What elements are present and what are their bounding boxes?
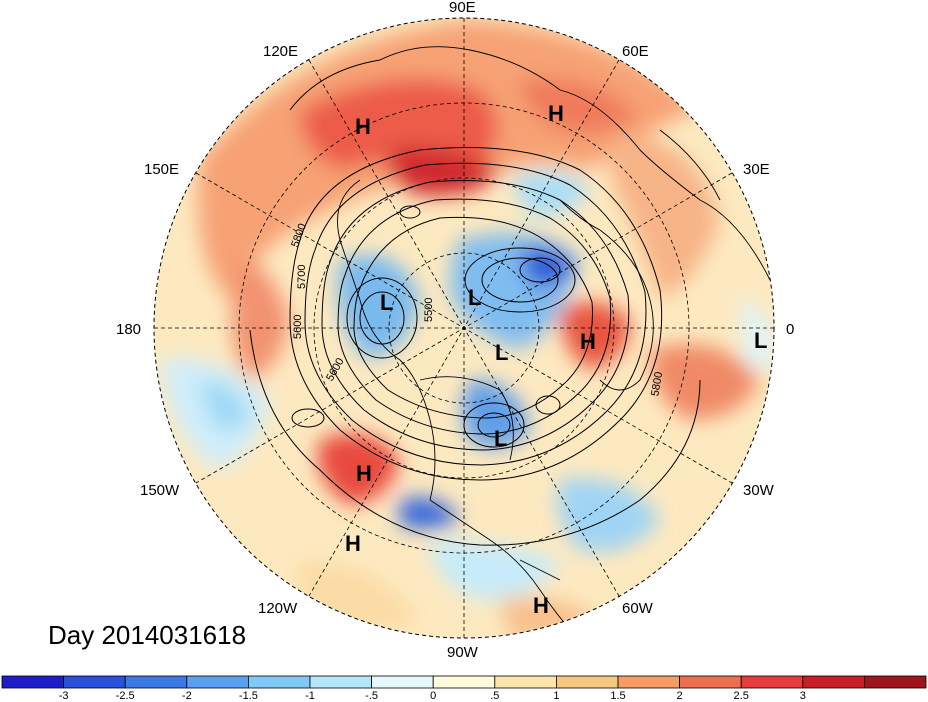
contour-label: 5800 [649,371,665,397]
colorbar-swatch [309,675,372,689]
contour-label: 5500 [423,298,435,322]
contour-label: 5700 [296,265,308,289]
lon-label-0: 0 [786,321,794,338]
high-marker: H [345,531,361,556]
colorbar-swatch [247,675,311,689]
longitude-labels: 90E 60E 30E 0 30W 60W 90W 120W 150W 180 … [116,0,794,661]
colorbar-label: -2.5 [116,690,135,702]
height-contours [249,147,701,546]
colorbar-swatch [617,675,680,689]
high-marker: H [356,461,372,486]
low-marker: L [380,290,393,315]
colorbar-label: .5 [490,690,499,702]
colorbar-swatch [494,675,557,689]
colorbar-label: -2 [182,690,192,702]
lon-label-180: 180 [116,321,141,338]
colorbar-label: 2 [677,690,683,702]
graticule [154,18,774,638]
lon-label-120e: 120E [263,43,298,60]
colorbar-label: -3 [59,690,69,702]
low-marker: L [754,328,767,353]
colorbar-swatch [186,675,249,689]
colorbar-label: 2.5 [734,690,749,702]
lon-label-60w: 60W [622,600,654,617]
colorbar-swatch [679,675,742,689]
high-marker: H [548,101,564,126]
colorbar-swatch [124,675,188,689]
low-marker: L [468,285,481,310]
lon-label-60e: 60E [622,43,649,60]
colorbar-label: -1.5 [239,690,258,702]
lon-label-30w: 30W [743,482,775,499]
lon-label-90w: 90W [447,644,479,661]
colorbar-label: 1.5 [610,690,625,702]
colorbar-swatch [1,675,64,689]
coastlines [289,46,771,638]
map-boundary [153,17,775,639]
colorbar-label: -1 [305,690,315,702]
colorbar-label: -.5 [365,690,378,702]
colorbar-swatch [802,675,865,689]
colorbar-swatch [740,675,804,689]
low-marker: L [494,426,507,451]
map-title: Day 2014031618 [48,620,247,650]
high-marker: H [533,593,549,618]
colorbar-swatch [371,675,434,689]
lon-label-90e: 90E [449,0,476,16]
high-marker: H [355,114,371,139]
colorbar-label: 0 [430,690,436,702]
high-marker: H [580,329,596,354]
low-marker: L [495,340,508,365]
colorbar-label: 3 [800,690,806,702]
colorbar-swatch [63,675,126,689]
colorbar-swatch [864,675,927,689]
colorbar: -3 -2.5 -2 -1.5 -1 -.5 0 .5 1 1.5 2 2.5 3 [1,675,927,702]
lon-label-30e: 30E [743,161,770,178]
pressure-markers: H H L L L H L L H H H [345,101,767,618]
contour-label: 5600 [292,315,304,339]
colorbar-swatch [432,675,496,689]
colorbar-label: 1 [553,690,559,702]
lon-label-150e: 150E [144,161,179,178]
lon-label-150w: 150W [140,482,180,499]
lon-label-120w: 120W [258,600,298,617]
colorbar-swatch [556,675,619,689]
